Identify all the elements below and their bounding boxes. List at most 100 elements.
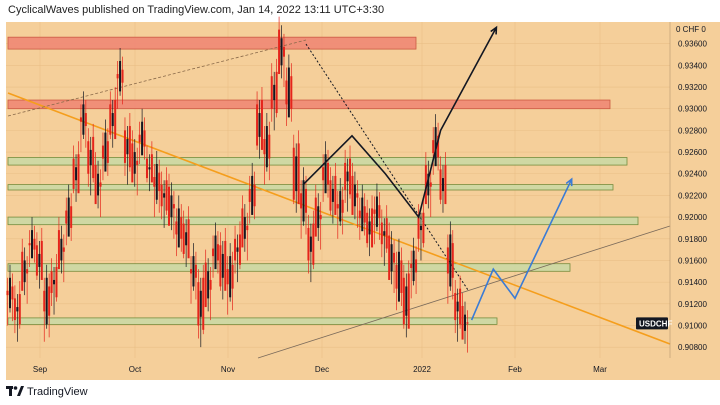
candle-body: [67, 197, 70, 237]
candle-body: [126, 139, 129, 155]
candle-body: [331, 188, 334, 202]
candle-body: [106, 141, 109, 163]
candle-body: [89, 149, 92, 166]
candle-body: [192, 256, 195, 287]
zone-upper-red: [7, 99, 611, 110]
dashed-resistance-line: [7, 39, 307, 117]
candle-body: [385, 218, 388, 249]
candle-body: [99, 182, 102, 187]
time-tick-label: Feb: [508, 365, 522, 374]
candle-body: [246, 225, 249, 231]
candle-body: [275, 71, 278, 114]
candle-body: [18, 294, 21, 325]
candle-body: [143, 130, 146, 147]
candle-body: [77, 154, 80, 194]
candle-body: [324, 154, 327, 194]
candle-body: [287, 67, 290, 118]
candle-body: [258, 113, 261, 137]
candle-body: [459, 288, 462, 325]
candle-body: [158, 172, 161, 192]
candle-body: [209, 279, 212, 290]
candle-body: [368, 221, 371, 235]
candle-body: [422, 212, 425, 244]
candle-body: [405, 286, 408, 316]
candle-body: [454, 292, 457, 321]
candle-body: [322, 167, 325, 181]
candle-body: [346, 171, 349, 182]
projection-arrowhead: [490, 25, 498, 35]
candle-body: [185, 232, 188, 246]
candle-body: [336, 204, 339, 209]
rising-support-line: [257, 225, 671, 359]
tradingview-logo-text: TradingView: [27, 386, 88, 398]
candle-body: [241, 208, 244, 248]
axis-area: [670, 22, 720, 358]
candle-body: [148, 167, 151, 170]
candle-body: [373, 209, 376, 214]
candle-body: [290, 76, 293, 109]
candle-body: [79, 117, 82, 122]
candle-body: [334, 175, 337, 215]
price-tick-label: 0.91200: [678, 300, 707, 309]
candle-body: [449, 234, 452, 287]
candle-body: [444, 165, 447, 205]
price-tick-label: 0.93600: [678, 40, 707, 49]
candle-body: [48, 286, 51, 316]
candle-body: [441, 178, 444, 192]
candle-body: [417, 217, 420, 239]
candle-body: [229, 256, 232, 298]
candle-body: [302, 180, 305, 222]
candle-body: [13, 298, 16, 321]
candle-body: [375, 196, 378, 227]
candle-body: [187, 219, 190, 259]
candle-body: [28, 243, 31, 246]
candle-body: [131, 143, 134, 183]
candle-body: [285, 80, 288, 105]
candle-body: [253, 184, 256, 207]
projection-black-wave: [302, 27, 498, 219]
candle-body: [16, 307, 19, 312]
candle-body: [366, 212, 369, 244]
candle-body: [224, 240, 227, 291]
candle-body: [26, 269, 29, 274]
candle-body: [371, 208, 374, 248]
candle-body: [327, 162, 330, 185]
price-axis[interactable]: 0 CHF 0 0.93600 0.93400 0.93200 0.93000 0.928…: [636, 22, 707, 358]
candle-body: [300, 193, 303, 209]
candle-body: [319, 214, 322, 220]
candle-body: [410, 263, 413, 269]
time-tick-label: 2022: [413, 365, 431, 374]
candle-body: [128, 126, 131, 168]
time-axis[interactable]: Sep Oct Nov Dec 2022 Feb Mar: [33, 365, 607, 374]
zone-green-2: [7, 184, 614, 191]
projection-arrowhead: [565, 177, 573, 187]
zone-green-1: [7, 157, 628, 166]
candle-body: [424, 165, 427, 205]
price-chart[interactable]: 0 CHF 0 0.93600 0.93400 0.93200 0.93000 0.928…: [0, 0, 720, 380]
price-tick-label: 0.91000: [678, 321, 707, 330]
zone-green-4: [7, 263, 571, 272]
candle-body: [202, 277, 205, 330]
candle-body: [35, 245, 38, 276]
candle-body: [33, 238, 36, 250]
candle-body: [165, 180, 168, 211]
candle-body: [123, 130, 126, 163]
candle-body: [219, 245, 222, 287]
candle-body: [446, 247, 449, 274]
time-axis-area: [6, 358, 720, 380]
zone-top-red: [7, 36, 417, 50]
candle-body: [412, 250, 415, 282]
tradingview-logo-icon: [6, 386, 24, 396]
candle-body: [400, 260, 403, 293]
candle-body: [170, 195, 173, 218]
candle-body: [6, 290, 9, 296]
chart-header: CyclicalWaves published on TradingView.c…: [0, 0, 720, 22]
price-tick-label: 0.93200: [678, 83, 707, 92]
candle-body: [304, 188, 307, 213]
trendlines: [7, 39, 671, 359]
tradingview-logo[interactable]: TradingView: [6, 386, 88, 398]
candle-body: [150, 154, 153, 183]
candle-body: [177, 208, 180, 248]
candle-body: [221, 253, 224, 278]
time-tick-label: Nov: [221, 365, 235, 374]
